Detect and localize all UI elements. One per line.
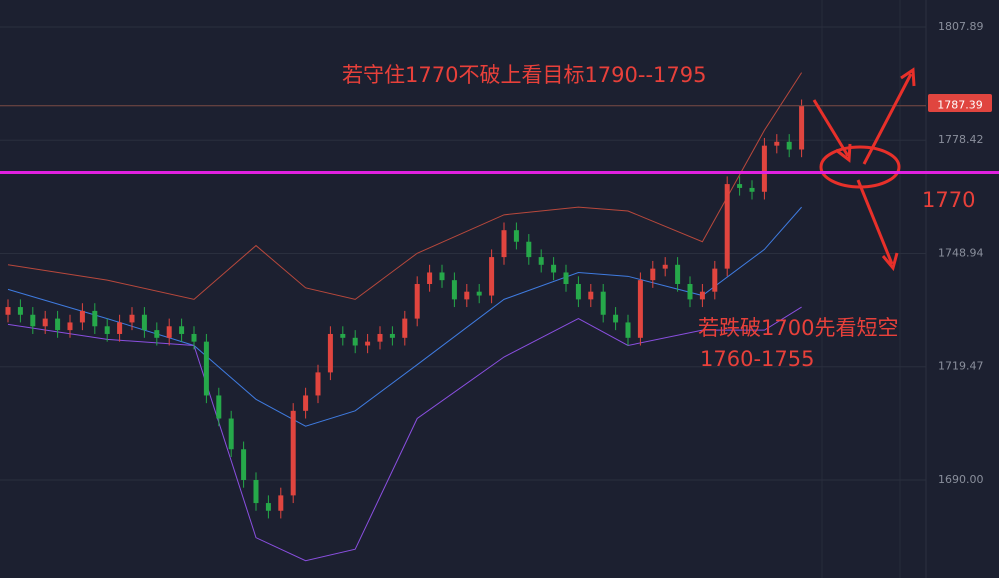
plot bbox=[0, 26, 926, 562]
candle-body bbox=[141, 314, 147, 331]
candle-body bbox=[265, 503, 271, 511]
candle-body bbox=[724, 184, 730, 269]
candle-body bbox=[662, 264, 668, 269]
y-tick-label: 1778.42 bbox=[938, 133, 984, 146]
band-line bbox=[7, 72, 803, 300]
last-price-label: 1787.39 bbox=[937, 99, 983, 112]
candle-body bbox=[786, 141, 792, 150]
candle-body bbox=[675, 264, 681, 285]
annotation: 1770 bbox=[922, 188, 975, 212]
candle-body bbox=[637, 280, 643, 338]
candle-body bbox=[737, 184, 743, 188]
candle-body bbox=[303, 395, 309, 411]
candle-body bbox=[117, 322, 123, 334]
price-tag bbox=[928, 94, 992, 112]
candle-body bbox=[712, 268, 718, 292]
candle-body bbox=[513, 230, 519, 242]
candle-body bbox=[575, 284, 581, 300]
candle-body bbox=[55, 318, 61, 331]
candle-body bbox=[278, 495, 284, 511]
candle-body bbox=[588, 291, 594, 300]
y-tick-label: 1719.47 bbox=[938, 360, 984, 373]
candle-body bbox=[30, 314, 36, 327]
candle-body bbox=[761, 145, 767, 192]
arrows bbox=[812, 67, 916, 272]
candle-body bbox=[203, 341, 209, 396]
candle-body bbox=[129, 314, 135, 323]
candle-body bbox=[377, 333, 383, 342]
annotation: 若守住1770不破上看目标1790--1795 bbox=[342, 63, 707, 87]
candle-body bbox=[476, 291, 482, 296]
candle-body bbox=[104, 326, 110, 334]
candle-body bbox=[451, 280, 457, 300]
candle-body bbox=[414, 284, 420, 319]
candle-body bbox=[650, 268, 656, 281]
candle-body bbox=[228, 418, 234, 450]
y-tick-label: 1748.94 bbox=[938, 246, 984, 259]
candle-body bbox=[600, 291, 606, 315]
candle-body bbox=[42, 318, 48, 327]
candle-body bbox=[216, 395, 222, 419]
candle-body bbox=[402, 318, 408, 338]
candle-body bbox=[464, 291, 470, 300]
annotation: 若跌破1700先看短空 bbox=[698, 316, 898, 340]
candle-body bbox=[774, 141, 780, 146]
candle-body bbox=[166, 326, 172, 338]
candle-body bbox=[749, 187, 755, 192]
candle-body bbox=[625, 322, 631, 338]
candle-body bbox=[315, 372, 321, 396]
candle-body bbox=[290, 410, 296, 496]
candle-body bbox=[389, 333, 395, 338]
candle-body bbox=[17, 307, 23, 315]
candle-body bbox=[365, 341, 371, 346]
candle-body bbox=[327, 333, 333, 373]
candle-body bbox=[427, 272, 433, 285]
candle-body bbox=[92, 310, 98, 327]
annotation: 1760-1755 bbox=[700, 347, 814, 371]
candle-body bbox=[79, 310, 85, 323]
y-tick-label: 1690.00 bbox=[938, 473, 984, 486]
candle-body bbox=[687, 284, 693, 300]
candle-body bbox=[67, 322, 73, 331]
candle-body bbox=[526, 241, 532, 258]
candle-body bbox=[154, 330, 160, 338]
candle-body bbox=[799, 105, 805, 150]
y-tick-label: 1807.89 bbox=[938, 20, 984, 33]
candle-body bbox=[563, 272, 569, 285]
candle-body bbox=[551, 264, 557, 273]
candle-body bbox=[613, 314, 619, 323]
candle-body bbox=[253, 480, 259, 504]
candle-body bbox=[538, 257, 544, 265]
candle-body bbox=[340, 333, 346, 338]
candle-body bbox=[699, 291, 705, 300]
candle-body bbox=[179, 326, 185, 334]
candle-body bbox=[241, 449, 247, 481]
candle-body bbox=[5, 307, 11, 315]
candle-body bbox=[501, 230, 507, 258]
candle-body bbox=[191, 333, 197, 342]
candle-body bbox=[352, 337, 358, 346]
candle-body bbox=[489, 257, 495, 296]
candle-body bbox=[439, 272, 445, 281]
